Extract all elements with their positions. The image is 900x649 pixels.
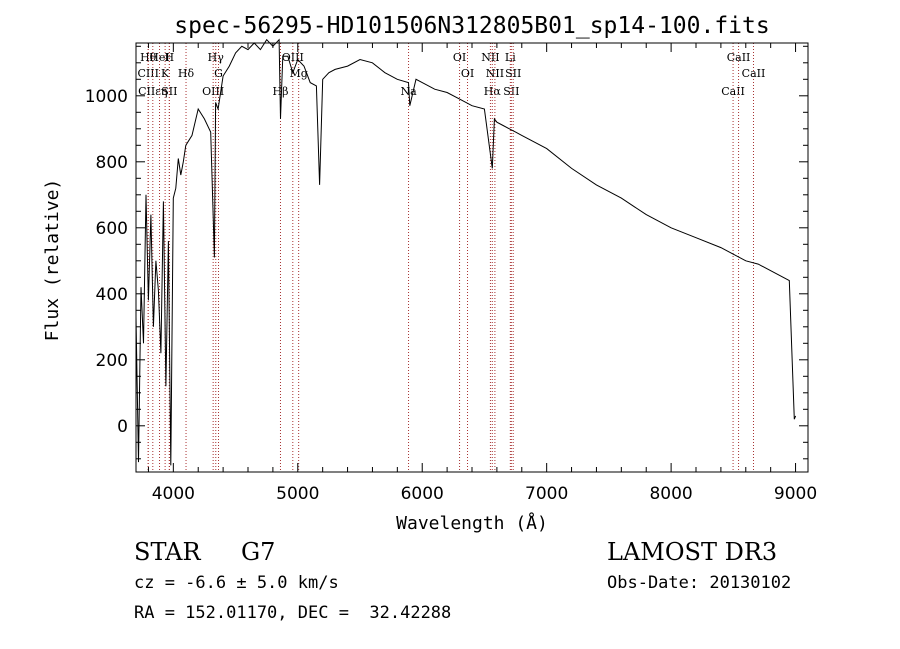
spectral-line-label: OI [461, 67, 474, 80]
spectral-line-label: OI [453, 51, 466, 64]
coordinates: RA = 152.01170, DEC = 32.42288 [134, 603, 452, 623]
y-tick-label: 600 [96, 219, 128, 239]
obs-date: Obs-Date: 20130102 [607, 573, 792, 593]
spectral-line-label: K [161, 67, 170, 80]
spectral-line-label: HeI [149, 51, 169, 64]
spectrum-series [135, 38, 797, 466]
spectral-line-label: SII [503, 85, 519, 98]
spectral-line-label: CaII [721, 85, 745, 98]
spectrum-line [135, 38, 797, 466]
x-tick-label: 8000 [649, 484, 692, 504]
chart-title: spec-56295-HD101506N312805B01_sp14-100.f… [174, 13, 769, 39]
spectral-line-markers: HθCIIICIIεηHeIKSIIHHδOIIIHγGHβOIIIMgNaOI… [137, 43, 765, 472]
y-tick-label: 0 [117, 417, 128, 437]
x-tick-label: 6000 [401, 484, 444, 504]
y-tick-label: 400 [96, 285, 128, 305]
spectral-line-label: G [214, 67, 223, 80]
spectral-line-label: CaII [727, 51, 751, 64]
y-axis-label: Flux (relative) [42, 179, 63, 342]
y-axis: 0 200 400 600 800 1000 [85, 45, 808, 460]
spectral-line-label: Hθ [140, 51, 157, 64]
x-axis-label: Wavelength (Å) [396, 512, 548, 534]
plot-frame [135, 42, 809, 473]
spectral-line-label: NII [486, 67, 504, 80]
spectral-line-label: CaII [742, 67, 766, 80]
spectral-line-label: Hδ [178, 67, 195, 80]
x-tick-label: 9000 [774, 484, 817, 504]
spectral-subclass: G7 [241, 538, 276, 566]
spectral-line-label: CIIεη [138, 85, 167, 98]
spectral-line-label: Li [505, 51, 516, 64]
object-type: STAR [134, 538, 201, 566]
x-tick-label: 5000 [276, 484, 319, 504]
spectral-line-label: H [165, 51, 175, 64]
x-tick-label: 7000 [525, 484, 568, 504]
x-axis: 4000 5000 6000 7000 8000 9000 [147, 43, 817, 504]
y-tick-label: 1000 [85, 87, 128, 107]
y-tick-label: 200 [96, 351, 128, 371]
survey-name: LAMOST DR3 [607, 538, 778, 566]
y-tick-label: 800 [96, 153, 128, 173]
spectral-line-label: CIII [137, 67, 158, 80]
velocity-readout: cz = -6.6 ± 5.0 km/s [134, 573, 339, 593]
x-tick-label: 4000 [152, 484, 195, 504]
spectral-line-label: Hα [484, 85, 502, 98]
spectral-line-label: SII [505, 67, 521, 80]
spectral-line-label: NII [481, 51, 499, 64]
spectral-line-label: Hγ [208, 51, 225, 64]
